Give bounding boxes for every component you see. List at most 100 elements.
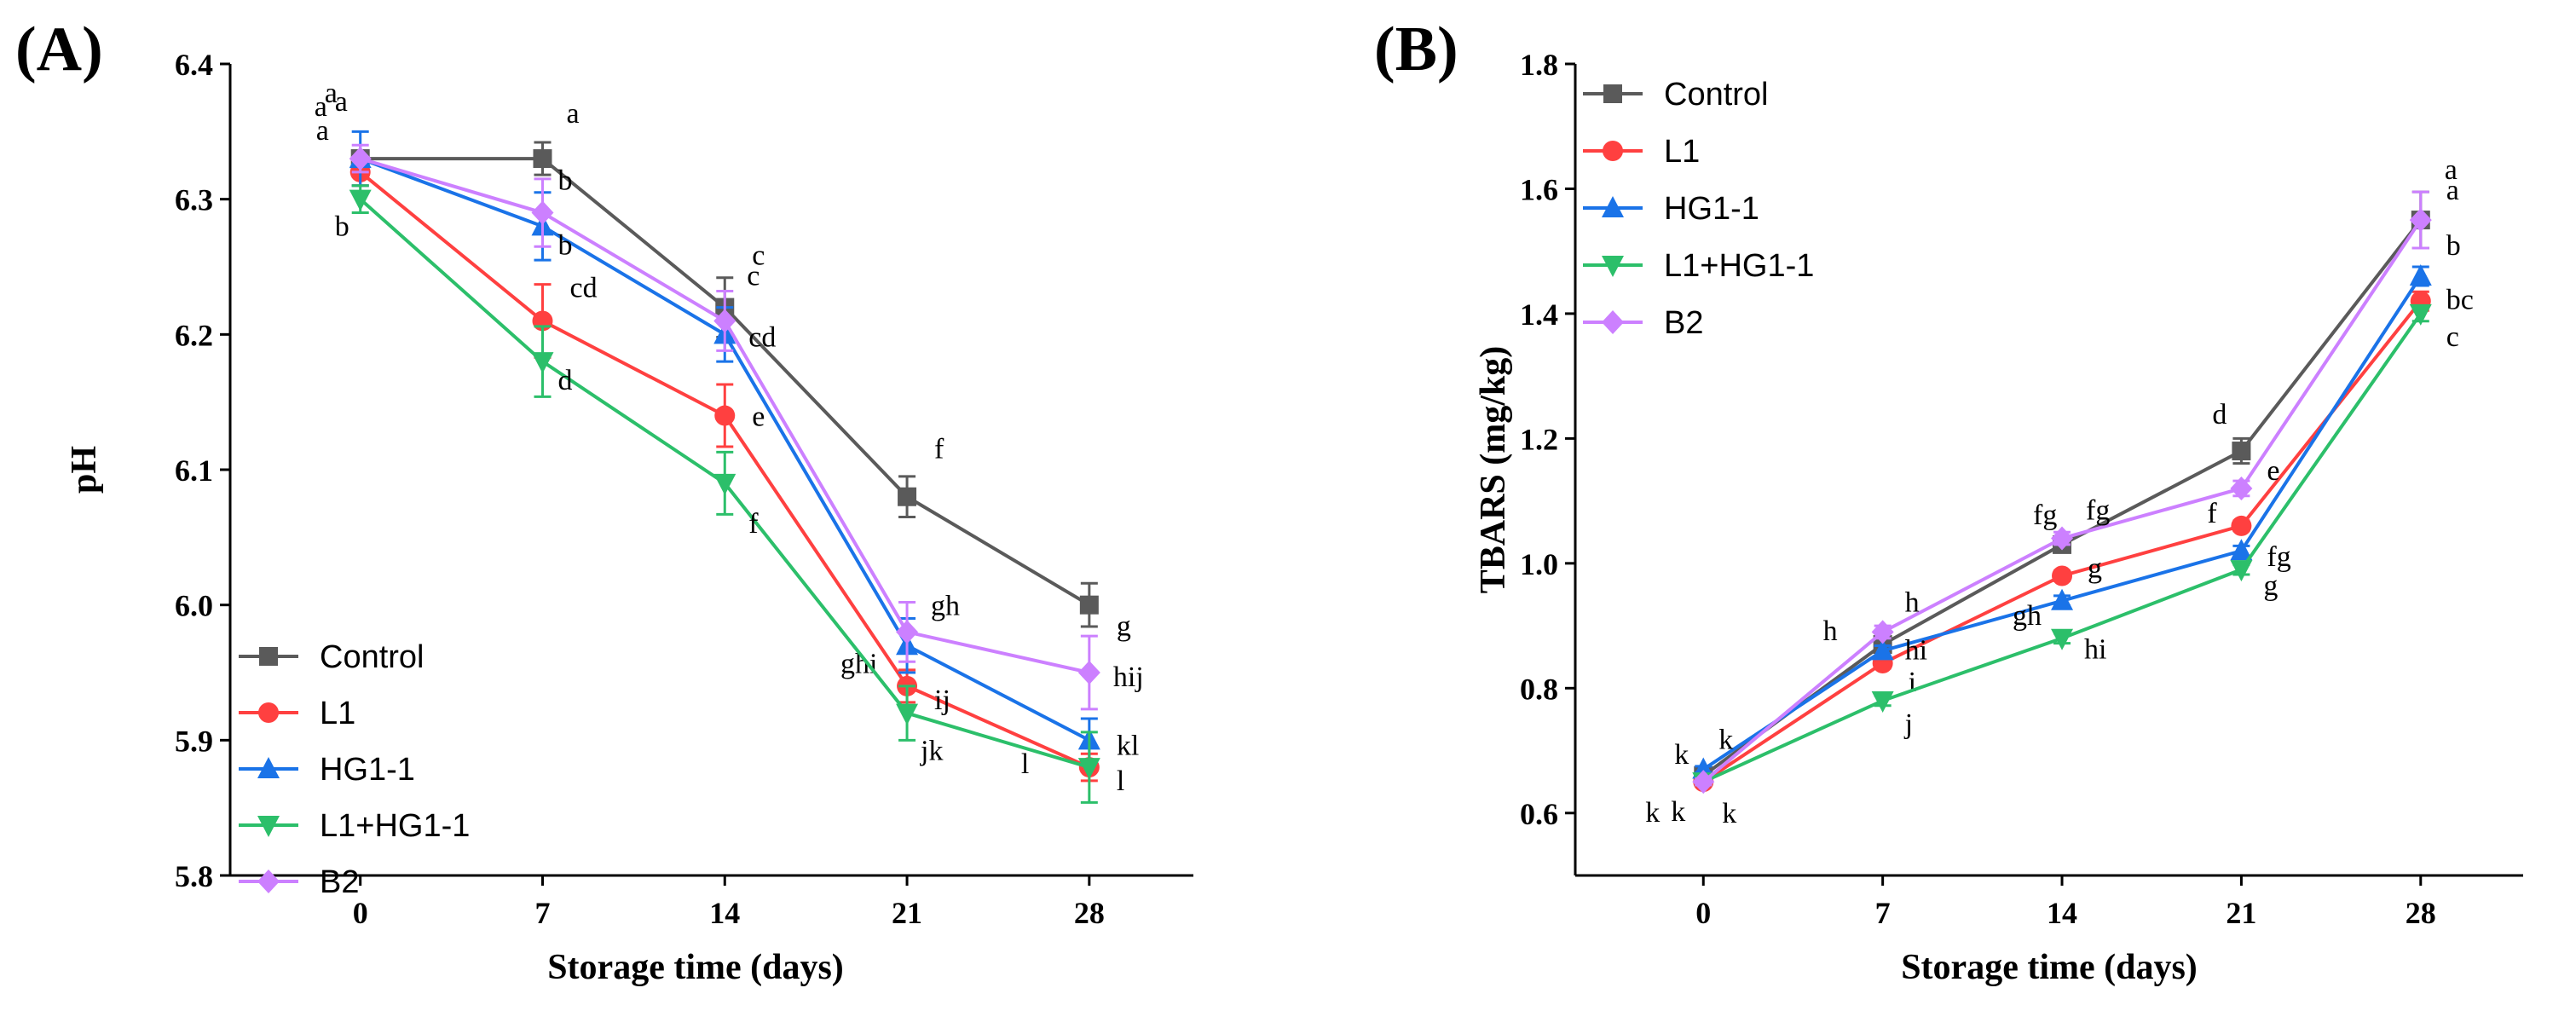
x-tick-label: 21 (2226, 896, 2256, 930)
y-axis-title: TBARS (mg/kg) (1474, 346, 1513, 594)
significance-letter: a (566, 98, 579, 130)
y-tick-label: 6.4 (175, 48, 213, 82)
y-axis-title: pH (65, 446, 104, 494)
chart-panel-b: (B) 0.6 0.8 1.0 1.2 1.4 1.6 1.8 0 7 14 21 28 Storage … (1374, 14, 2523, 987)
x-tick-label: 21 (892, 896, 922, 930)
significance-letter: jk (920, 736, 943, 767)
y-tick-label: 5.8 (175, 859, 213, 893)
data-point (2231, 515, 2252, 536)
significance-letter: a (335, 86, 348, 118)
data-point (2409, 263, 2432, 286)
data-point (2230, 476, 2253, 500)
chart-panel-a: (A) 5.8 5.9 6.0 6.1 6.2 6.3 6.4 0 7 14 21 28 Storage … (15, 14, 1193, 987)
x-axis-title: Storage time (days) (1901, 948, 2198, 987)
y-tick-label: 6.3 (175, 183, 213, 217)
significance-letter: hi (2084, 634, 2106, 666)
data-point (2051, 588, 2074, 610)
significance-letter: fg (2033, 500, 2057, 531)
legend-label: L1+HG1-1 (320, 808, 470, 844)
significance-letter: g (1117, 611, 1131, 643)
series-l1: k i g f bc (1645, 284, 2474, 829)
legend-label: L1 (1664, 134, 1700, 170)
legend-marker (1603, 84, 1622, 103)
x-tick-label: 7 (534, 896, 550, 930)
data-point (2051, 526, 2074, 551)
significance-letter: e (2267, 455, 2279, 487)
series-b2: k h fg e a (1692, 154, 2458, 829)
significance-letter: k (1674, 739, 1689, 771)
significance-letter: gh (931, 590, 960, 621)
significance-letter: k (1645, 797, 1660, 829)
legend-marker (257, 757, 280, 778)
legend-item: B2 (239, 864, 359, 900)
data-point (898, 487, 917, 506)
data-point (349, 147, 372, 171)
significance-letter: d (2212, 399, 2227, 430)
data-point (2230, 560, 2253, 582)
y-tick-label: 5.9 (175, 724, 213, 758)
legend: Control L1 HG1-1 L1+HG1-1 B2 (239, 639, 470, 900)
significance-letter: k (1722, 798, 1736, 829)
significance-letter: kl (1117, 730, 1139, 761)
series-l1-hg1-1: b d f jk l (335, 184, 1100, 804)
legend-item: Control (239, 639, 425, 675)
significance-letter: c (747, 260, 760, 292)
significance-letter: hi (1905, 634, 1927, 666)
significance-letter: e (752, 402, 765, 433)
significance-letter: h (1905, 586, 1920, 618)
legend: Control L1 HG1-1 L1+HG1-1 B2 (1583, 77, 1814, 341)
y-tick-label: 1.4 (1520, 298, 1558, 332)
x-tick-label: 28 (2406, 896, 2436, 930)
legend-label: L1 (320, 696, 355, 731)
significance-letter: b (335, 211, 349, 243)
significance-letter: b (2446, 230, 2461, 262)
significance-letter: a (325, 78, 338, 109)
significance-letter: a (315, 91, 327, 123)
data-point (2052, 565, 2073, 586)
legend-marker (257, 869, 280, 893)
legend-item: B2 (1583, 305, 1703, 341)
legend-item: L1+HG1-1 (239, 808, 470, 844)
data-point (713, 309, 736, 333)
legend-marker (1603, 141, 1623, 161)
y-tick-label: 0.6 (1520, 797, 1558, 831)
series-line (360, 157, 1090, 742)
data-point (1077, 661, 1100, 685)
y-tick-label: 1.0 (1520, 547, 1558, 581)
legend-label: B2 (320, 864, 359, 900)
data-point (2232, 442, 2251, 461)
significance-letter: fg (2086, 495, 2110, 527)
legend-marker (1602, 196, 1624, 217)
legend-marker (258, 702, 279, 723)
significance-letter: c (2446, 321, 2459, 353)
y-tick-label: 1.8 (1520, 48, 1558, 82)
data-point (531, 352, 554, 374)
significance-letter: hij (1113, 661, 1144, 693)
significance-letter: ij (934, 685, 950, 716)
y-tick-label: 6.0 (175, 589, 213, 623)
significance-letter: gh (2013, 600, 2042, 632)
significance-letter: l (1021, 748, 1029, 780)
x-tick-label: 28 (1074, 896, 1105, 930)
significance-letter: fg (2267, 541, 2290, 573)
legend-marker (1602, 310, 1624, 334)
legend-label: B2 (1664, 305, 1703, 341)
legend-item: L1+HG1-1 (1583, 248, 1814, 284)
significance-letter: cd (748, 321, 776, 353)
legend-marker (259, 647, 278, 666)
significance-letter: k (1718, 725, 1733, 756)
significance-letter: cd (569, 272, 597, 303)
x-tick-label: 7 (1875, 896, 1891, 930)
data-point (714, 405, 736, 426)
significance-letter: k (1671, 796, 1685, 828)
series-line (360, 157, 1090, 607)
data-point (349, 189, 372, 211)
significance-letter: a (2445, 154, 2458, 186)
significance-letter: g (2263, 570, 2278, 602)
legend-item: Control (1583, 77, 1769, 113)
data-point (1871, 690, 1894, 713)
data-point (1692, 770, 1715, 794)
panel-label: (B) (1374, 14, 1458, 84)
